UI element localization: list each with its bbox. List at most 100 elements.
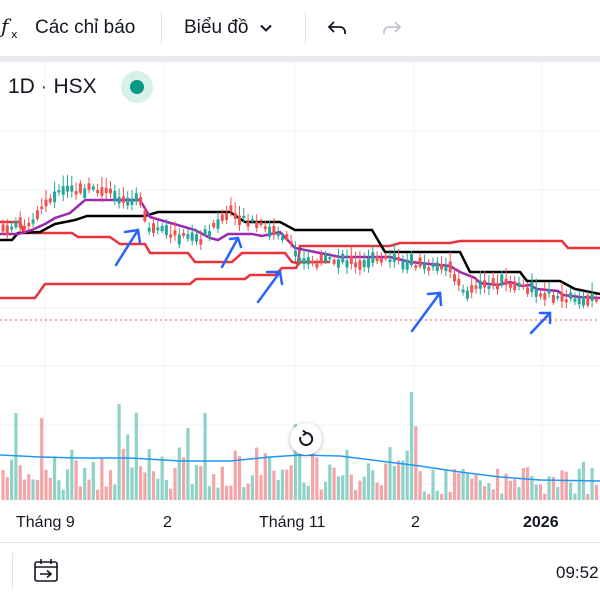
candle-body [263, 226, 267, 230]
volume-bar [470, 478, 474, 500]
candle-body [246, 221, 250, 227]
candle-body [238, 215, 241, 226]
candle-body [31, 219, 35, 224]
candle-body [182, 233, 186, 236]
candle-body [448, 261, 452, 273]
volume-bar [246, 483, 250, 500]
candle-body [470, 285, 474, 293]
bottom-toolbar: 09:52 [0, 542, 600, 601]
candle-body [508, 283, 512, 288]
volume-ma-line [0, 454, 600, 482]
candle-body [453, 274, 456, 282]
volume-bar [569, 482, 573, 500]
volume-bar [229, 485, 233, 500]
candle-body [289, 241, 293, 244]
volume-bar [401, 460, 405, 500]
volume-bar [259, 475, 263, 500]
candle-body [190, 232, 194, 241]
candle-body [547, 289, 551, 294]
volume-bar [517, 487, 521, 500]
volume-bar [156, 478, 160, 500]
volume-bar [216, 487, 220, 500]
market-status-indicator[interactable] [121, 71, 153, 103]
chart-type-button[interactable]: Biểu đồ [184, 0, 274, 56]
volume-bars [1, 391, 598, 500]
volume-bar [311, 434, 315, 500]
candle-body [156, 227, 160, 231]
time-axis[interactable]: Tháng 9 2 Tháng 11 2 2026 [0, 506, 600, 540]
toolbar-divider [161, 12, 162, 44]
volume-bar [151, 471, 156, 500]
candle-body [35, 210, 39, 220]
volume-bar [121, 448, 125, 500]
volume-bar [293, 424, 297, 500]
volume-bar [100, 457, 104, 500]
volume-bar [91, 461, 95, 500]
volume-bar [250, 475, 254, 500]
candle-body [293, 250, 297, 257]
candle-body [328, 257, 332, 260]
volume-bar [272, 470, 276, 500]
candle-body [577, 297, 581, 305]
volume-bar [117, 403, 121, 500]
candle-body [487, 285, 491, 289]
candle-body [203, 229, 207, 235]
volume-bar [414, 426, 418, 500]
volume-bar [276, 479, 280, 500]
candle-body [564, 299, 568, 303]
candle-body [435, 262, 439, 272]
candle-body [491, 278, 495, 286]
volume-bar [220, 466, 224, 500]
volume-bar [358, 480, 362, 500]
candle-body [276, 232, 280, 236]
volume-bar [594, 484, 598, 500]
redo-icon[interactable] [380, 0, 404, 56]
blue-arrow-icon [220, 236, 243, 269]
reset-chart-button[interactable] [290, 423, 322, 455]
candle-body [521, 284, 525, 287]
volume-bar [495, 468, 500, 500]
candle-body [14, 220, 18, 228]
indicators-button[interactable]: Các chỉ báo [35, 17, 136, 38]
candle-body [255, 221, 259, 228]
svg-text:x: x [11, 28, 18, 41]
undo-icon[interactable] [325, 0, 349, 56]
volume-bar [255, 447, 259, 500]
volume-bar [27, 474, 31, 500]
market-open-icon [130, 80, 144, 94]
candle-body [281, 236, 284, 241]
volume-bar [336, 476, 340, 500]
candle-body [418, 257, 422, 267]
time-axis-label: 2026 [523, 514, 559, 531]
blue-arrow-icon [529, 311, 552, 335]
candle-body [496, 283, 499, 290]
volume-bar [169, 488, 173, 500]
volume-bar [61, 489, 65, 500]
symbol-legend[interactable]: 1D · HSX [8, 72, 97, 102]
fx-icon[interactable]: f x [0, 0, 24, 56]
candle-body [504, 278, 508, 285]
volume-bar [177, 447, 181, 500]
candle-body [272, 226, 276, 236]
volume-bar [134, 412, 138, 500]
volume-bar [10, 459, 14, 500]
volume-bar [440, 493, 444, 500]
volume-bar [397, 460, 401, 500]
candle-body [10, 226, 14, 230]
volume-bar [173, 467, 177, 500]
candle-body [83, 188, 87, 198]
calendar-arrow-icon[interactable] [32, 557, 60, 590]
volume-bar [44, 469, 48, 500]
volume-bar [573, 493, 577, 500]
volume-bar [461, 468, 465, 500]
volume-bar [345, 449, 349, 500]
candle-body [134, 193, 138, 202]
volume-bar [431, 469, 435, 500]
candle-body [27, 222, 31, 227]
candle-body [465, 290, 469, 299]
volume-bar [538, 484, 543, 500]
candle-body [225, 212, 229, 221]
candle-body [78, 183, 82, 193]
candle-body [233, 212, 237, 219]
time-axis-label: Tháng 11 [259, 514, 326, 531]
